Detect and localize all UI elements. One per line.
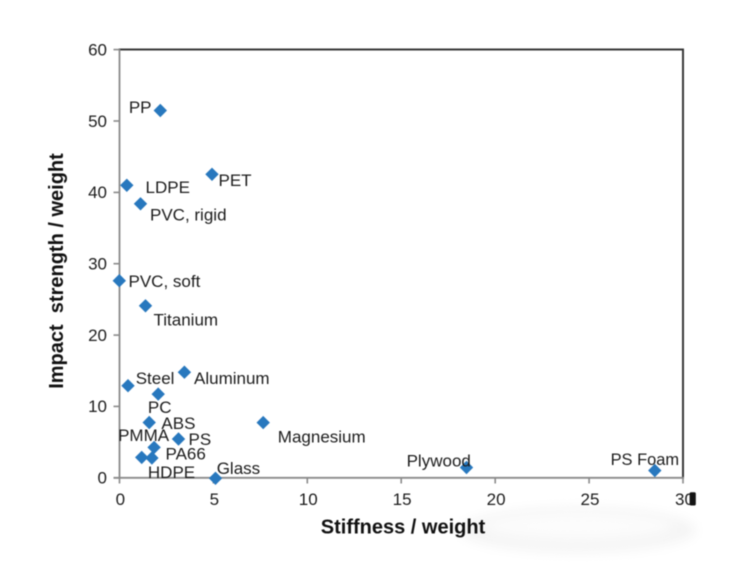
- svg-text:PVC, soft: PVC, soft: [129, 272, 201, 291]
- svg-text:HDPE: HDPE: [148, 463, 195, 482]
- svg-text:60: 60: [88, 40, 107, 59]
- svg-text:ABS: ABS: [161, 414, 195, 433]
- svg-text:PS: PS: [189, 430, 212, 449]
- svg-text:PP: PP: [129, 98, 152, 117]
- svg-text:LDPE: LDPE: [146, 178, 190, 197]
- svg-text:0: 0: [98, 469, 107, 488]
- svg-text:Impact strength / weight: Impact strength / weight: [46, 153, 68, 389]
- svg-text:15: 15: [393, 490, 412, 509]
- svg-text:PMMA: PMMA: [118, 426, 170, 445]
- svg-text:0: 0: [116, 490, 125, 509]
- svg-text:5: 5: [210, 490, 219, 509]
- svg-text:PET: PET: [219, 171, 252, 190]
- svg-text:10: 10: [88, 397, 107, 416]
- svg-text:Glass: Glass: [217, 459, 260, 478]
- svg-text:PA66: PA66: [166, 444, 206, 463]
- svg-text:10: 10: [299, 490, 318, 509]
- svg-text:50: 50: [88, 112, 107, 131]
- svg-text:20: 20: [88, 326, 107, 345]
- svg-text:30: 30: [675, 490, 694, 509]
- svg-text:PS Foam: PS Foam: [611, 450, 680, 469]
- svg-text:PC: PC: [148, 398, 172, 417]
- svg-text:Titanium: Titanium: [154, 311, 219, 330]
- svg-text:Stiffness / weight: Stiffness / weight: [321, 517, 486, 539]
- svg-text:30: 30: [88, 255, 107, 274]
- svg-text:25: 25: [581, 490, 600, 509]
- svg-text:Aluminum: Aluminum: [194, 369, 270, 388]
- svg-text:40: 40: [88, 183, 107, 202]
- svg-text:20: 20: [487, 490, 506, 509]
- svg-text:PVC, rigid: PVC, rigid: [150, 206, 227, 225]
- svg-text:Plywood: Plywood: [407, 452, 471, 471]
- svg-text:Steel: Steel: [136, 369, 175, 388]
- svg-text:Magnesium: Magnesium: [278, 428, 366, 447]
